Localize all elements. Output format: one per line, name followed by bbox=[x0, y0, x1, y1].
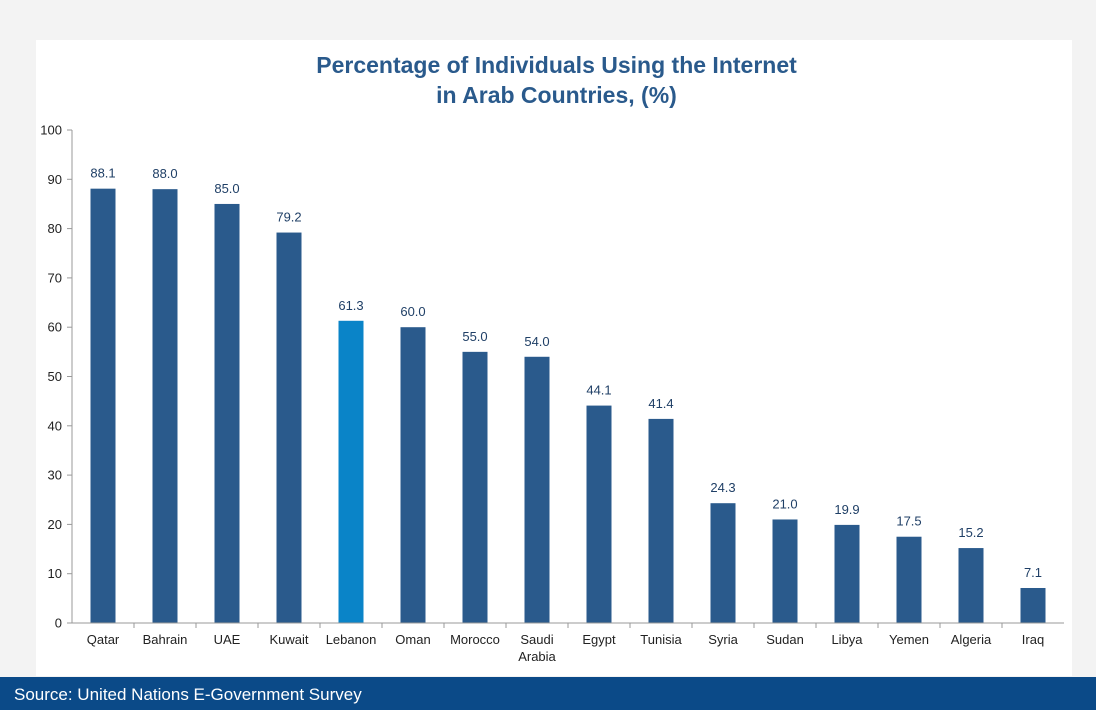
x-axis: Qatar Bahrain UAE Kuwait Lebanon Oman Morocco S… bbox=[72, 622, 1064, 664]
y-tick-label: 0 bbox=[55, 616, 62, 631]
bar-value-label: 15.2 bbox=[958, 525, 983, 540]
bar bbox=[276, 232, 302, 623]
bar-value-label: 17.5 bbox=[896, 514, 921, 529]
y-tick-label: 10 bbox=[48, 566, 62, 581]
y-tick-label: 80 bbox=[48, 221, 62, 236]
y-tick-label: 30 bbox=[48, 468, 62, 483]
y-tick-label: 100 bbox=[40, 123, 62, 138]
x-tick-label: Saudi Arabia bbox=[518, 632, 556, 664]
x-tick-label: Algeria bbox=[951, 632, 992, 647]
bar-chart: 0 10 20 30 40 50 60 70 80 90 100 88.1 88.0 85.0 79.2 6… bbox=[40, 123, 1064, 664]
x-tick-label: Yemen bbox=[889, 632, 929, 647]
bar bbox=[586, 405, 612, 623]
x-tick-label: Libya bbox=[831, 632, 863, 647]
bar-value-label: 44.1 bbox=[586, 383, 611, 398]
x-tick-label: Sudan bbox=[766, 632, 804, 647]
bar-value-label: 79.2 bbox=[276, 210, 301, 225]
bar bbox=[338, 320, 364, 623]
y-tick-label: 70 bbox=[48, 270, 62, 285]
bar bbox=[400, 327, 426, 623]
x-tick-label: Iraq bbox=[1022, 632, 1044, 647]
bar bbox=[152, 189, 178, 623]
x-tick-label: Oman bbox=[395, 632, 430, 647]
y-tick-label: 20 bbox=[48, 517, 62, 532]
bar bbox=[214, 203, 240, 623]
x-tick-label: Lebanon bbox=[326, 632, 377, 647]
bar bbox=[90, 188, 116, 624]
x-tick-label: UAE bbox=[214, 632, 241, 647]
x-tick-label: Qatar bbox=[87, 632, 120, 647]
x-tick-label: Tunisia bbox=[640, 632, 682, 647]
bar-value-label: 19.9 bbox=[834, 502, 859, 517]
y-tick-label: 60 bbox=[48, 320, 62, 335]
bar bbox=[524, 356, 550, 623]
source-footer: Source: United Nations E-Government Surv… bbox=[0, 677, 1096, 710]
bar bbox=[896, 536, 922, 623]
bar-value-label: 41.4 bbox=[648, 396, 673, 411]
bar bbox=[648, 418, 674, 623]
bar-value-label: 24.3 bbox=[710, 480, 735, 495]
bar bbox=[710, 503, 736, 623]
x-tick-label: Morocco bbox=[450, 632, 500, 647]
bar-value-label: 88.1 bbox=[90, 166, 115, 181]
x-tick-label: Bahrain bbox=[143, 632, 188, 647]
y-axis: 0 10 20 30 40 50 60 70 80 90 100 bbox=[40, 123, 73, 631]
chart-title: Percentage of Individuals Using the Inte… bbox=[0, 50, 1096, 110]
x-tick-label: Syria bbox=[708, 632, 738, 647]
bar-value-label: 85.0 bbox=[214, 181, 239, 196]
bar bbox=[1020, 587, 1046, 623]
bar bbox=[958, 548, 984, 623]
bar-value-label: 88.0 bbox=[152, 166, 177, 181]
bar-value-label: 7.1 bbox=[1024, 565, 1042, 580]
x-tick-label: Kuwait bbox=[269, 632, 308, 647]
bar-value-label: 54.0 bbox=[524, 334, 549, 349]
bars: 88.1 88.0 85.0 79.2 61.3 60.0 55.0 54.0 44.1 41.4… bbox=[90, 166, 1046, 624]
source-text: Source: United Nations E-Government Surv… bbox=[14, 685, 362, 704]
chart-title-line-2: in Arab Countries, (%) bbox=[436, 82, 677, 108]
bar bbox=[462, 351, 488, 623]
bar-value-label: 61.3 bbox=[338, 298, 363, 313]
x-tick-label: Egypt bbox=[582, 632, 616, 647]
bar-value-label: 21.0 bbox=[772, 496, 797, 511]
bar bbox=[834, 524, 860, 623]
bar-value-label: 55.0 bbox=[462, 329, 487, 344]
bar-value-label: 60.0 bbox=[400, 304, 425, 319]
chart-title-line-1: Percentage of Individuals Using the Inte… bbox=[316, 52, 797, 78]
bar bbox=[772, 519, 798, 623]
y-tick-label: 90 bbox=[48, 172, 62, 187]
y-tick-label: 40 bbox=[48, 418, 62, 433]
y-tick-label: 50 bbox=[48, 369, 62, 384]
